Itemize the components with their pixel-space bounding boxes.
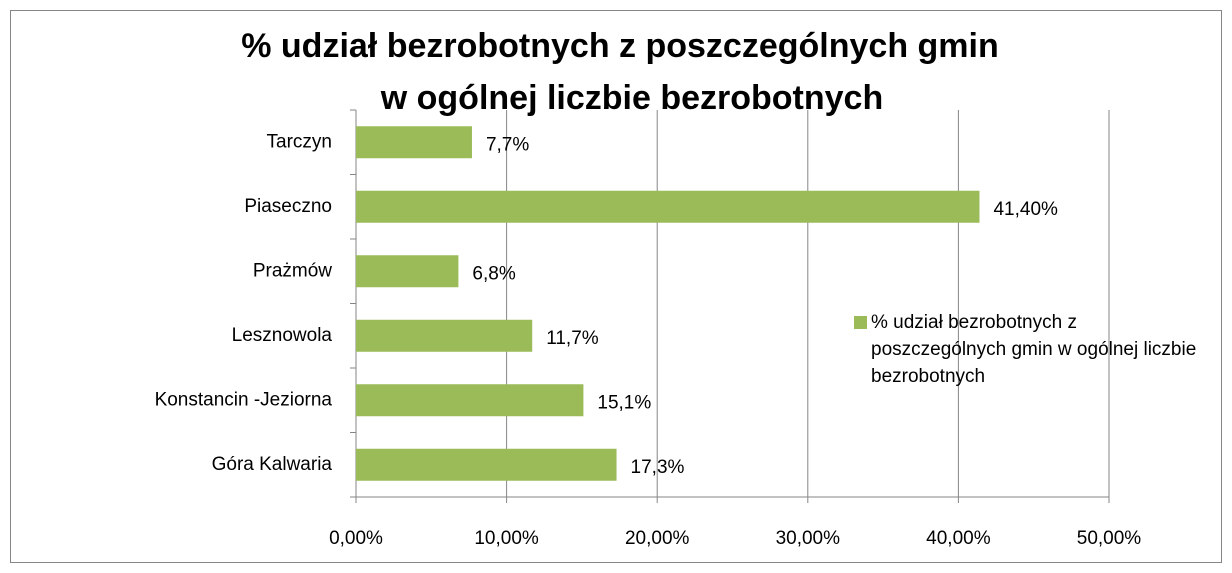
bar	[356, 190, 980, 223]
bar	[356, 384, 584, 417]
y-tick-label: Tarczyn	[267, 131, 332, 152]
data-label: 11,7%	[546, 328, 599, 349]
legend-key	[854, 316, 867, 329]
legend-entry: % udział bezrobotnych z poszczególnych g…	[854, 309, 1214, 390]
y-tick-label: Konstancin -Jeziorna	[155, 389, 333, 410]
chart-border	[10, 10, 1222, 563]
y-tick-label: Góra Kalwaria	[212, 454, 333, 475]
x-tick-label: 10,00%	[474, 528, 539, 549]
data-label: 6,8%	[472, 263, 515, 284]
chart-title: w ogólnej liczbie bezrobotnych	[380, 79, 883, 117]
legend-label: % udział bezrobotnych z poszczególnych g…	[871, 312, 1197, 387]
bar	[356, 448, 617, 481]
bar	[356, 255, 459, 288]
bar	[356, 126, 472, 159]
x-tick-label: 50,00%	[1077, 528, 1142, 549]
y-tick-label: Lesznowola	[232, 325, 333, 346]
x-tick-label: 0,00%	[329, 528, 383, 549]
x-tick-label: 40,00%	[926, 528, 991, 549]
bar	[356, 319, 533, 352]
x-tick-label: 30,00%	[776, 528, 841, 549]
data-label: 7,7%	[486, 134, 529, 155]
y-tick-label: Prażmów	[253, 260, 332, 281]
y-tick-label: Piaseczno	[244, 196, 332, 217]
data-label: 41,40%	[993, 199, 1058, 220]
data-label: 15,1%	[597, 392, 651, 413]
chart-title: % udział bezrobotnych z poszczególnych g…	[241, 27, 999, 65]
x-tick-label: 20,00%	[625, 528, 690, 549]
data-label: 17,3%	[631, 457, 685, 478]
